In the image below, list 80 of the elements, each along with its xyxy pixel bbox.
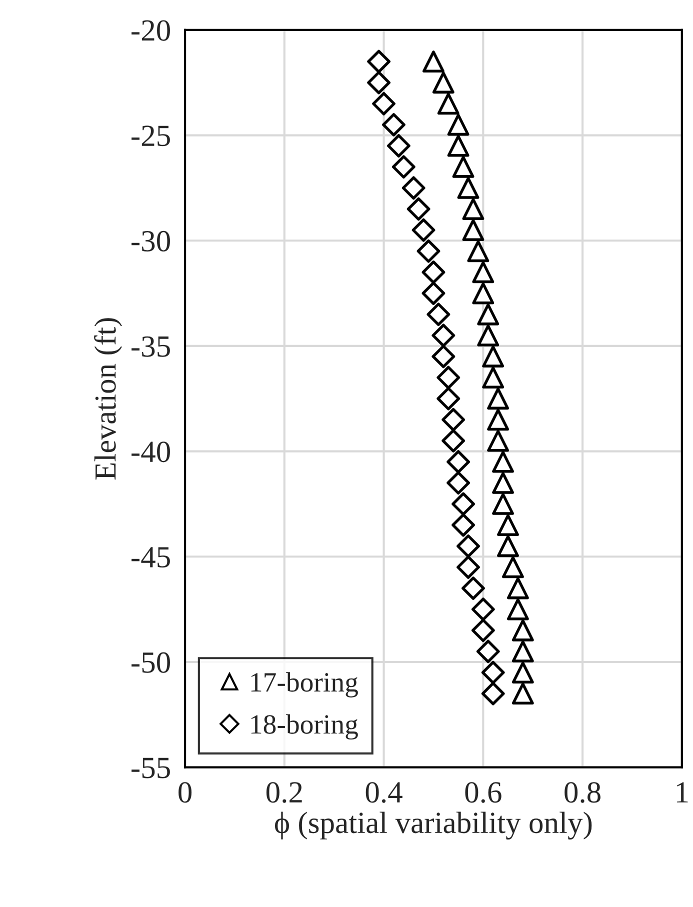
point [422,282,446,305]
point [481,660,505,684]
point [392,155,416,179]
point [402,176,426,200]
point [456,555,480,579]
point [432,344,456,368]
x-tick-label: 0.2 [266,782,302,803]
x-axis-title: ϕ (spatial variability only) [274,812,592,840]
point [492,450,514,473]
point [462,576,485,600]
y-tick-label: -50 [132,652,170,673]
point [452,513,475,537]
point [447,114,470,136]
point [506,577,529,600]
point [506,598,529,620]
point [462,198,484,220]
point [422,50,444,72]
point [497,514,519,536]
point [492,472,514,494]
legend-label: 17-boring [251,672,358,698]
point [481,682,505,706]
point [472,282,494,304]
point [442,429,466,452]
point [452,156,474,178]
y-tick-label: -55 [132,758,170,778]
point [432,324,456,348]
point [406,197,430,221]
y-tick-label: -45 [132,547,170,568]
point [492,493,514,515]
legend-label: 18-boring [251,714,358,740]
point [487,388,510,410]
point [512,619,534,642]
point [387,134,410,158]
point [472,261,494,284]
point [437,92,460,115]
point [477,303,500,326]
point [422,260,446,284]
x-tick-label: 0.8 [564,782,600,803]
point [497,535,519,558]
point [471,598,495,621]
point [487,430,510,452]
y-tick-label: -30 [132,230,170,252]
point [477,324,500,346]
point [436,386,460,410]
point [442,408,466,432]
point [502,556,524,578]
point [482,346,504,368]
point [452,492,475,516]
point [512,662,534,684]
point [446,471,470,495]
x-tick-label: 1 [676,782,688,802]
point [436,366,460,390]
point [456,534,480,558]
point [367,70,391,94]
x-tick-label: 0 [178,782,192,803]
point [482,366,504,389]
y-tick-label: -40 [132,442,170,462]
point [467,240,490,262]
point [462,219,484,242]
y-tick-label: -20 [132,20,170,41]
point [471,618,495,642]
point [416,239,440,263]
point [476,640,500,664]
point [426,302,450,326]
x-tick-label: 0.4 [366,782,402,803]
point [412,218,436,242]
y-tick-label: -35 [132,336,170,357]
y-axis-title: Elevation (ft) [94,318,122,480]
point [432,72,454,94]
point [367,50,391,74]
y-tick-label: -25 [132,126,170,146]
point [512,640,534,662]
point [457,176,480,199]
point [447,134,470,157]
point [512,682,534,705]
point [372,92,396,116]
point [446,450,470,474]
point [487,408,510,431]
x-tick-label: 0.6 [465,782,502,803]
point [382,113,406,136]
